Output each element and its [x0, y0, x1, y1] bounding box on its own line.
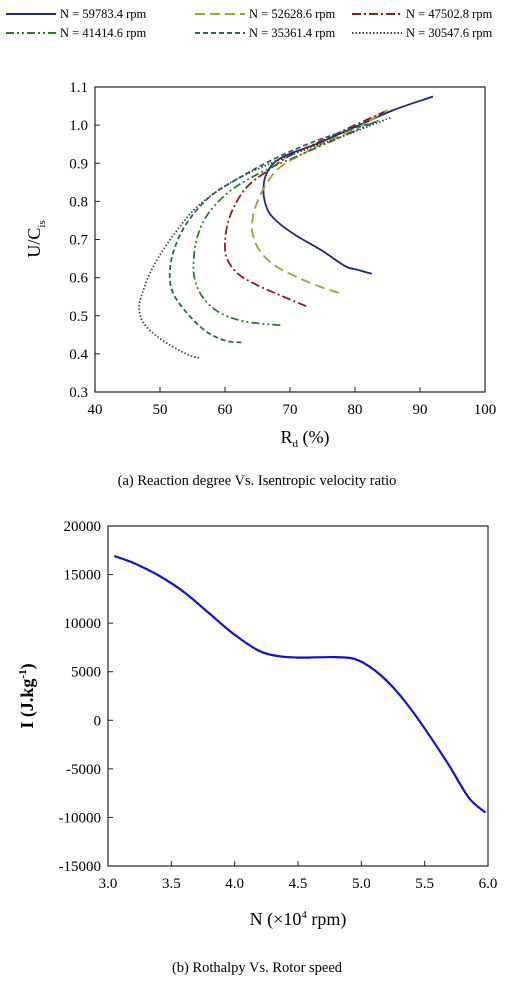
chart-a-series-2-line — [251, 109, 388, 294]
chart-b-ytick-label: -15000 — [59, 859, 102, 875]
chart-a-series-6-line — [138, 116, 392, 359]
chart-b-plot-frame — [107, 525, 489, 867]
chart-a-xlabel: Rd (%) — [281, 427, 330, 450]
chart-a-series-5-line — [168, 120, 379, 344]
legend-label: N = 35361.4 rpm — [249, 26, 335, 40]
legend-label: N = 52628.6 rpm — [249, 7, 335, 21]
chart-b-axes: 3.0 3.5 4.0 4.5 5.0 5.5 6.0 -15000 -10000 -5000 0 5… — [59, 519, 498, 892]
chart-a-xtick-label: 90 — [413, 402, 428, 418]
chart-b-ytick-label: 10000 — [64, 616, 102, 632]
chart-a-xtick-label: 60 — [218, 402, 233, 418]
chart-b-ytick-label: -10000 — [59, 810, 102, 826]
chart-a-series-3-line — [224, 110, 385, 308]
chart-a-plot-frame — [94, 86, 486, 393]
chart-b-series — [113, 555, 487, 814]
chart-a-ytick-label: 0.5 — [69, 309, 88, 325]
chart-b-xtick-label: 4.5 — [289, 876, 308, 892]
chart-b-xtick-label: 3.5 — [162, 876, 181, 892]
legend-label: N = 30547.6 rpm — [406, 26, 492, 40]
chart-a-ytick-label: 0.9 — [69, 156, 88, 172]
chart-a-ytick-label: 1.1 — [69, 80, 88, 96]
chart-a-ytick-label: 0.7 — [69, 233, 88, 249]
chart-b-xtick-label: 6.0 — [479, 876, 498, 892]
chart-a-ylabel: U/Cis — [24, 220, 48, 257]
legend-label: N = 41414.6 rpm — [60, 26, 146, 40]
chart-b-caption: (b) Rothalpy Vs. Rotor speed — [172, 960, 343, 976]
legend-label: N = 59783.4 rpm — [60, 7, 146, 21]
legend-label: N = 47502.8 rpm — [406, 7, 492, 21]
chart-a-xtick-label: 50 — [153, 402, 168, 418]
chart-b-ytick-label: 20000 — [64, 519, 102, 535]
chart-a-ytick-label: 0.8 — [69, 194, 88, 210]
chart-b-ylabel: I (J.kg-1) — [17, 663, 38, 728]
chart-a-ytick-label: 0.3 — [69, 385, 88, 401]
chart-a-series-1-line — [262, 95, 434, 275]
chart-b-xlabel: N (×104 rpm) — [250, 909, 347, 930]
chart-b-xtick-label: 5.0 — [352, 876, 371, 892]
chart-b-xtick-label: 5.5 — [415, 876, 434, 892]
chart-a-legend: N = 59783.4 rpm N = 52628.6 rpm N = 47502.… — [6, 7, 492, 40]
chart-b-ytick-label: 15000 — [64, 568, 102, 584]
chart-b-ytick-label: 0 — [94, 713, 102, 729]
chart-a-xtick-label: 70 — [283, 402, 298, 418]
chart-b-series-1-line — [113, 555, 487, 814]
chart-a-xtick-label: 40 — [88, 402, 103, 418]
chart-b-xtick-label: 3.0 — [99, 876, 118, 892]
chart-a-xtick-label: 80 — [348, 402, 363, 418]
chart-a-ytick-label: 0.4 — [69, 347, 88, 363]
chart-b: 3.0 3.5 4.0 4.5 5.0 5.5 6.0 -15000 -10000 -5000 0 5… — [17, 519, 497, 976]
chart-a-axes: 40 50 60 70 80 90 100 0.3 0.4 0.5 0.6 0.7 0.8 0.9 1.0 1… — [69, 80, 496, 418]
chart-a-ytick-label: 0.6 — [69, 271, 88, 287]
chart-a-series — [138, 95, 434, 359]
chart-a-series-4-line — [192, 118, 382, 327]
chart-b-ytick-label: 5000 — [71, 665, 101, 681]
chart-a: N = 59783.4 rpm N = 52628.6 rpm N = 47502.… — [6, 7, 496, 489]
chart-a-ytick-label: 1.0 — [69, 118, 88, 134]
chart-b-xtick-label: 4.0 — [225, 876, 244, 892]
chart-b-ytick-label: -5000 — [66, 762, 101, 778]
chart-a-xtick-label: 100 — [474, 402, 497, 418]
chart-a-caption: (a) Reaction degree Vs. Isentropic veloc… — [118, 473, 397, 489]
